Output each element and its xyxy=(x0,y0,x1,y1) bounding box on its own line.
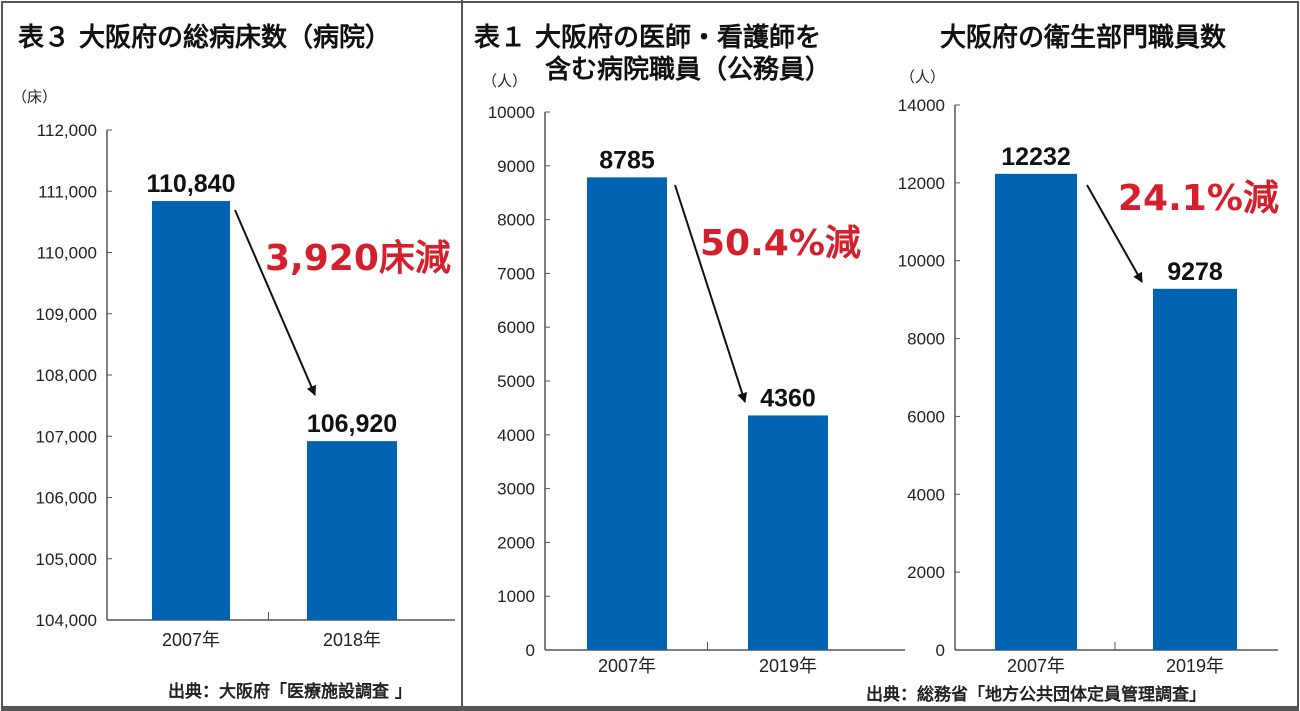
chart2-y-tick-label: 9000 xyxy=(497,157,535,176)
chart1-value-label: 110,840 xyxy=(147,170,236,198)
chart3-bar-2 xyxy=(1153,288,1237,650)
chart2-y-tick-label: 0 xyxy=(526,641,535,660)
chart3-y-tick-label: 10000 xyxy=(898,252,945,271)
chart1-y-tick-label: 108,000 xyxy=(36,366,97,385)
chart1-y-tick-label: 112,000 xyxy=(37,121,97,140)
chart1-unit: （床） xyxy=(12,88,58,106)
chart2-title-line1: 表１ 大阪府の医師・看護師を xyxy=(474,23,822,53)
chart1-y-tick-label: 110,000 xyxy=(37,244,97,263)
chart2-y-tick-label: 6000 xyxy=(497,318,535,337)
chart2-decrease-arrow xyxy=(674,184,747,403)
chart3-y-tick-label: 8000 xyxy=(907,330,945,349)
chart1-y-tick-label: 109,000 xyxy=(36,305,97,324)
chart3-y-tick-label: 2000 xyxy=(907,563,945,582)
chart2-y-tick-label: 10000 xyxy=(488,103,535,122)
chart3-y-tick-label: 12000 xyxy=(898,174,945,193)
chart2-y-tick-label: 2000 xyxy=(497,533,535,552)
source-right: 出典：総務省「地方公共団体定員管理調査」 xyxy=(866,685,1206,705)
panel-divider xyxy=(461,0,463,711)
chart1-decrease-arrow xyxy=(234,209,317,396)
chart3-category-label: 2019年 xyxy=(1166,656,1224,676)
chart1-title: 表３ 大阪府の総病床数（病院） xyxy=(18,23,392,53)
chart1-y-tick-label: 104,000 xyxy=(36,611,97,630)
chart3-y-tick-label: 0 xyxy=(936,641,945,660)
source-left: 出典：大阪府「医療施設調査 」 xyxy=(168,682,412,702)
chart3-value-label: 12232 xyxy=(1001,143,1071,171)
chart3-y-tick-label: 6000 xyxy=(907,407,945,426)
chart3-bar-1 xyxy=(995,173,1077,650)
chart2-unit: （人） xyxy=(482,72,528,90)
chart3-y-tick-label: 14000 xyxy=(898,96,945,115)
chart2-decrease-annotation: 50.4%減 xyxy=(700,223,861,264)
chart2-y-tick-label: 3000 xyxy=(497,480,535,499)
chart2-y-tick-label: 1000 xyxy=(497,587,535,606)
chart2-title-line2: 含む病院職員（公務員） xyxy=(545,55,832,85)
chart1-y-tick-label: 107,000 xyxy=(36,427,97,446)
chart1-y-tick-label: 111,000 xyxy=(38,182,97,201)
chart2-y-tick-label: 8000 xyxy=(497,211,535,230)
chart3-title: 大阪府の衛生部門職員数 xyxy=(940,23,1227,53)
chart1-y-tick-label: 106,000 xyxy=(36,489,97,508)
chart1-bar-2 xyxy=(307,441,397,620)
chart2-value-label: 4360 xyxy=(760,384,816,412)
chart2-y-tick-label: 5000 xyxy=(497,372,535,391)
chart3-value-label: 9278 xyxy=(1167,258,1223,286)
chart2-category-label: 2007年 xyxy=(598,656,656,676)
chart3-category-label: 2007年 xyxy=(1007,656,1065,676)
chart1-y-tick-label: 105,000 xyxy=(36,550,97,569)
chart3-decrease-annotation: 24.1%減 xyxy=(1118,178,1279,219)
chart2-category-label: 2019年 xyxy=(759,656,817,676)
chart1-value-label: 106,920 xyxy=(307,410,397,438)
chart1-decrease-annotation: 3,920床減 xyxy=(265,238,451,279)
chart2-y-tick-label: 7000 xyxy=(497,264,535,283)
chart3-unit: （人） xyxy=(900,68,946,86)
chart2-value-label: 8785 xyxy=(599,146,655,174)
chart3-decrease-arrow xyxy=(1086,184,1143,283)
chart2-bar-1 xyxy=(587,177,667,650)
chart1-category-label: 2007年 xyxy=(162,630,220,650)
chart1-bar-1 xyxy=(152,201,230,621)
chart2-y-tick-label: 4000 xyxy=(497,426,535,445)
chart2-bar-2 xyxy=(748,415,828,650)
chart1-category-label: 2018年 xyxy=(323,630,381,650)
chart3-y-tick-label: 4000 xyxy=(907,485,945,504)
